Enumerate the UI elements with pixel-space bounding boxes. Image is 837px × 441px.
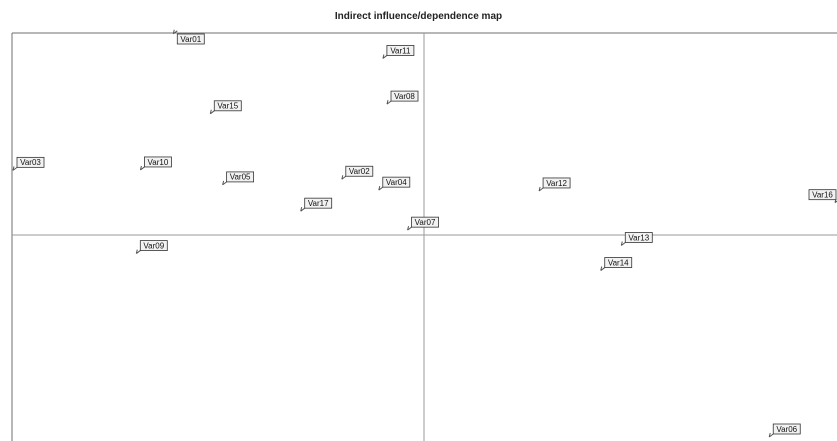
point-marker (341, 175, 347, 180)
point-label: Var17 (308, 199, 329, 208)
point-marker (135, 249, 141, 254)
point-label: Var08 (394, 92, 415, 101)
point-label: Var05 (230, 173, 251, 182)
data-point-var16: Var16 (808, 189, 837, 204)
data-point-var02: Var02 (341, 165, 374, 180)
data-point-var03: Var03 (12, 156, 45, 171)
point-label-box (390, 90, 419, 102)
data-point-var09: Var09 (135, 240, 168, 254)
point-label-box (604, 257, 633, 268)
point-marker (407, 226, 412, 231)
point-label: Var16 (812, 190, 833, 199)
point-label-box (226, 171, 255, 183)
chart-title: Indirect influence/dependence map (334, 11, 503, 22)
point-label: Var01 (180, 35, 201, 44)
data-point-var06: Var06 (768, 423, 801, 438)
data-point-var14: Var14 (600, 257, 633, 271)
point-label: Var15 (217, 102, 238, 111)
point-label-box (345, 165, 374, 177)
point-marker (12, 166, 18, 171)
point-label-box (386, 45, 415, 56)
points-layer: Var01 Var11 Var08 Var15 Var03 Var10 Var05 Var02… (12, 29, 837, 438)
point-label: Var10 (148, 158, 169, 167)
point-marker (382, 54, 388, 59)
point-label-box (808, 189, 837, 201)
point-label-box (411, 216, 439, 228)
data-point-var08: Var08 (386, 90, 419, 105)
data-point-var11: Var11 (382, 45, 415, 59)
point-label: Var03 (20, 158, 41, 167)
point-marker (172, 29, 178, 35)
point-label-box (144, 156, 172, 168)
point-label: Var06 (776, 425, 797, 434)
data-point-var05: Var05 (222, 171, 255, 186)
point-label: Var11 (390, 46, 411, 55)
data-point-var10: Var10 (139, 156, 172, 171)
point-label-box (304, 197, 333, 209)
point-label: Var09 (143, 241, 164, 250)
point-marker (620, 241, 626, 246)
point-marker (300, 207, 305, 212)
point-label-box (382, 176, 411, 188)
data-point-var13: Var13 (620, 232, 653, 246)
point-marker (538, 186, 544, 192)
data-point-var15: Var15 (209, 100, 242, 115)
point-marker (378, 186, 384, 191)
point-marker (600, 266, 606, 271)
point-label: Var14 (608, 258, 629, 267)
point-label-box (772, 423, 801, 435)
point-label: Var07 (415, 218, 436, 227)
point-marker (222, 180, 227, 186)
point-marker (768, 432, 774, 438)
point-label-box (213, 100, 242, 112)
data-point-var12: Var12 (538, 177, 571, 192)
point-label-box (176, 33, 205, 45)
point-label-box (16, 156, 45, 168)
point-label: Var12 (546, 179, 567, 188)
point-marker (139, 165, 145, 171)
point-marker (209, 109, 215, 115)
data-point-var07: Var07 (407, 216, 439, 231)
data-point-var04: Var04 (378, 176, 411, 191)
point-label: Var04 (386, 178, 407, 187)
data-point-var17: Var17 (300, 197, 333, 212)
point-label: Var02 (349, 167, 370, 176)
point-label-box (542, 177, 571, 189)
point-label-box (139, 240, 168, 251)
point-marker (386, 99, 392, 105)
point-label: Var13 (628, 233, 649, 242)
point-label-box (624, 232, 653, 243)
data-point-var01: Var01 (172, 29, 205, 45)
